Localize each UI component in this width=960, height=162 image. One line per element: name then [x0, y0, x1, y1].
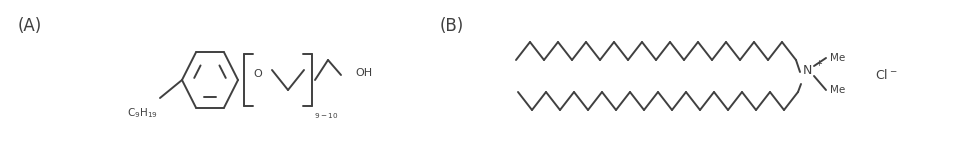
Text: Cl$^-$: Cl$^-$ [875, 68, 898, 82]
Text: +: + [815, 59, 822, 69]
Text: $\mathrm{C_9H_{19}}$: $\mathrm{C_9H_{19}}$ [127, 106, 158, 120]
Text: (A): (A) [18, 17, 42, 35]
Text: Me: Me [830, 85, 845, 95]
Text: OH: OH [355, 68, 372, 78]
Text: Me: Me [830, 53, 845, 63]
Text: (B): (B) [440, 17, 465, 35]
Text: N: N [803, 64, 812, 76]
Text: $_{9-10}$: $_{9-10}$ [314, 111, 338, 121]
Text: O: O [253, 69, 262, 79]
